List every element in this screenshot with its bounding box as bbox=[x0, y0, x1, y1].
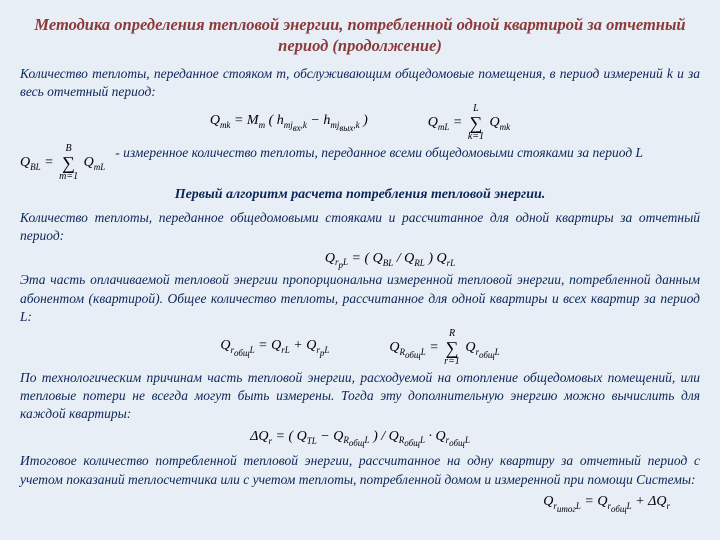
paragraph-4: Эта часть оплачиваемой тепловой энергии … bbox=[20, 271, 700, 326]
formula-qrp: QrрL = ( QBL / QRL ) QrL bbox=[325, 251, 455, 266]
paragraph-3: Количество теплоты, переданное общедомов… bbox=[20, 209, 700, 245]
formula-delta-wrap: ΔQr = ( QTL − QRобщL ) / QRобщL · QrобщL bbox=[20, 427, 700, 450]
formula-itog: QrитогL = QrобщL + ΔQr bbox=[543, 494, 670, 509]
formula-qrobsh: QrобщL = QrL + QrрL bbox=[220, 337, 329, 359]
p3-row: Количество теплоты, переданное общедомов… bbox=[20, 209, 700, 248]
formula-qml: QmL = L∑k=1 Qmk bbox=[428, 104, 510, 142]
formula-itog-wrap: QrитогL = QrобщL + ΔQr bbox=[20, 492, 700, 515]
subtitle-1: Первый алгоритм расчета потребления тепл… bbox=[20, 186, 700, 205]
formula-delta: ΔQr = ( QTL − QRобщL ) / QRобщL · QrобщL bbox=[250, 429, 470, 444]
page-title: Методика определения тепловой энергии, п… bbox=[20, 14, 700, 57]
formula-row-2: QrобщL = QrL + QrрL QRобщL = R∑r=1 Qrобщ… bbox=[20, 329, 700, 367]
qbl-row: QBL = B∑m=1 QmL - измеренное количество … bbox=[20, 144, 700, 182]
paragraph-5: По технологическим причинам часть теплов… bbox=[20, 369, 700, 424]
formula-row-1: Qmk = Mm ( hmjвх,k − hmjвых,k ) QmL = L∑… bbox=[20, 104, 700, 142]
formula-qbl: QBL = B∑m=1 QmL bbox=[20, 144, 105, 182]
paragraph-1: Количество теплоты, переданное стояком m… bbox=[20, 65, 700, 101]
formula-qRobsh: QRобщL = R∑r=1 QrобщL bbox=[389, 329, 499, 367]
paragraph-2: - измеренное количество теплоты, передан… bbox=[115, 144, 700, 162]
paragraph-6: Итоговое количество потребленной теплово… bbox=[20, 452, 700, 488]
formula-qmk: Qmk = Mm ( hmjвх,k − hmjвых,k ) bbox=[210, 112, 368, 134]
formula-qrp-wrap: QrрL = ( QBL / QRL ) QrL bbox=[20, 249, 700, 272]
